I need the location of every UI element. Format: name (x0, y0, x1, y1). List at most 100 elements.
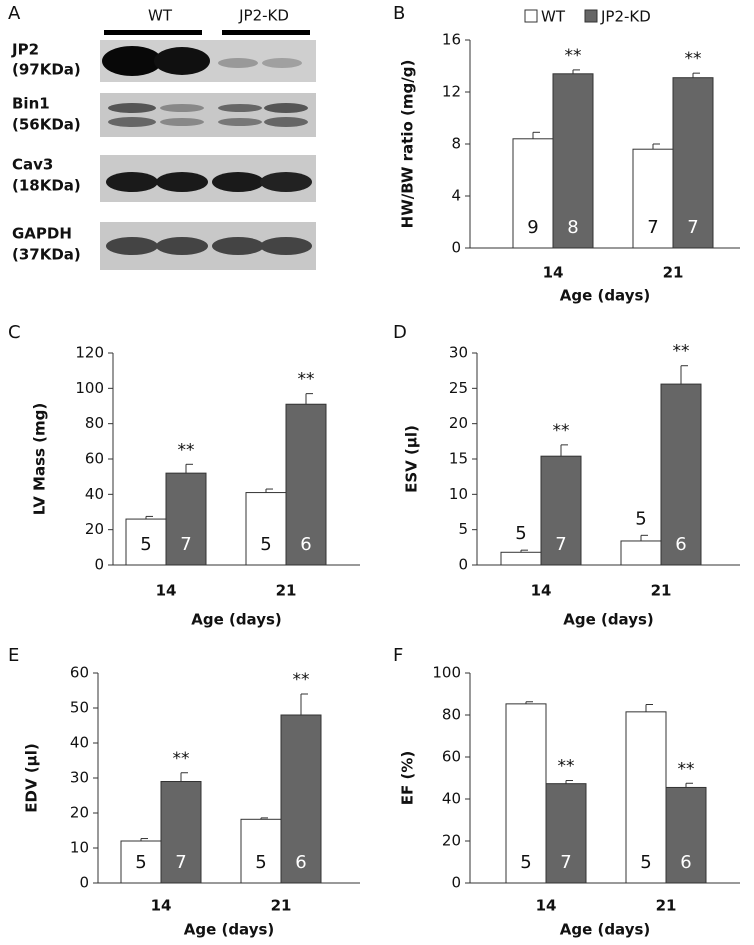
x-axis-label: Age (days) (191, 611, 282, 629)
n-label: 7 (175, 852, 186, 873)
panel-letter: C (8, 322, 21, 343)
panel-letter: E (8, 645, 19, 666)
size-label: (37KDa) (12, 246, 81, 264)
protein-label: Cav3 (12, 156, 53, 174)
x-tick-label: 21 (271, 897, 292, 915)
x-axis-label: Age (days) (560, 921, 651, 939)
x-tick-label: 21 (656, 897, 677, 915)
band (108, 103, 156, 113)
significance: ** (298, 370, 315, 390)
bar (240, 818, 282, 884)
x-tick-label: 14 (151, 897, 172, 915)
bar (660, 383, 702, 566)
n-label: 6 (300, 534, 311, 555)
y-tick-label: 30 (449, 344, 468, 362)
size-label: (56KDa) (12, 116, 81, 134)
y-tick-label: 80 (85, 414, 104, 432)
y-tick-label: 40 (70, 734, 89, 752)
legend-swatch (524, 9, 538, 23)
y-tick-label: 20 (449, 414, 468, 432)
bar (165, 472, 207, 566)
y-tick-label: 25 (449, 379, 468, 397)
band (156, 237, 208, 255)
band (106, 172, 158, 192)
x-tick-label: 14 (536, 897, 557, 915)
significance: ** (678, 759, 695, 779)
y-tick-label: 15 (449, 450, 468, 468)
band (264, 117, 308, 127)
legend-label: WT (541, 8, 566, 26)
bar (280, 714, 322, 884)
y-tick-label: 60 (442, 748, 461, 766)
bar (665, 786, 707, 884)
y-tick-label: 40 (442, 790, 461, 808)
blot-strip (100, 93, 316, 137)
chart-panel: 0 20 40 60 80 100 120 C LV Mass (mg) Age (days) 14… (8, 322, 360, 629)
x-tick-label: 14 (531, 582, 552, 600)
group-label: WT (148, 7, 173, 25)
band (160, 104, 204, 112)
bar (512, 138, 554, 249)
panel-letter: B (393, 3, 405, 24)
x-tick-label: 21 (663, 264, 684, 282)
n-label: 6 (295, 852, 306, 873)
y-tick-label: 10 (70, 839, 89, 857)
y-tick-label: 5 (458, 520, 468, 538)
y-tick-label: 0 (458, 556, 468, 574)
n-label: 5 (515, 523, 526, 544)
band (264, 103, 308, 113)
y-tick-label: 20 (85, 520, 104, 538)
n-label: 5 (520, 852, 531, 873)
bar (545, 783, 587, 884)
y-tick-label: 100 (432, 664, 461, 682)
chart-panel: 0 20 40 60 80 100 F EF (%) Age (days)14 21 5 5 7 ** 6 *… (393, 645, 740, 939)
significance: ** (178, 440, 195, 460)
x-axis-label: Age (days) (184, 921, 275, 939)
n-label: 7 (687, 217, 698, 238)
bar (125, 518, 167, 566)
y-tick-label: 40 (85, 485, 104, 503)
band (106, 237, 158, 255)
size-label: (18KDa) (12, 177, 81, 195)
band (218, 58, 258, 68)
n-label: 9 (527, 217, 538, 238)
n-label: 5 (140, 534, 151, 555)
x-axis-label: Age (days) (560, 287, 651, 305)
y-tick-label: 12 (442, 83, 461, 101)
band (212, 237, 264, 255)
n-label: 7 (180, 534, 191, 555)
n-label: 7 (647, 217, 658, 238)
band (108, 117, 156, 127)
n-label: 8 (567, 217, 578, 238)
n-label: 5 (135, 852, 146, 873)
band (154, 47, 210, 75)
bar (160, 781, 202, 884)
y-tick-label: 100 (75, 379, 104, 397)
significance: ** (685, 49, 702, 69)
n-label: 7 (560, 852, 571, 873)
x-tick-label: 14 (543, 264, 564, 282)
y-tick-label: 10 (449, 485, 468, 503)
bar (285, 403, 327, 566)
y-tick-label: 0 (79, 874, 89, 892)
chart-panel: 0 4 8 12 16 B HW/BW ratio (mg/g) Age (days) 14 21… (393, 3, 740, 305)
n-label: 6 (680, 852, 691, 873)
bar (500, 551, 542, 566)
bar (552, 73, 594, 249)
size-label: (97KDa) (12, 61, 81, 79)
significance: ** (558, 757, 575, 777)
band (218, 118, 262, 126)
band (218, 104, 262, 112)
band (160, 118, 204, 126)
n-label: 6 (675, 534, 686, 555)
y-tick-label: 4 (451, 187, 461, 205)
y-tick-label: 60 (85, 450, 104, 468)
bar (120, 840, 162, 884)
y-axis-label: HW/BW ratio (mg/g) (399, 60, 417, 229)
significance: ** (673, 342, 690, 362)
band (262, 58, 302, 68)
x-axis-label: Age (days) (563, 611, 654, 629)
bar (540, 455, 582, 566)
